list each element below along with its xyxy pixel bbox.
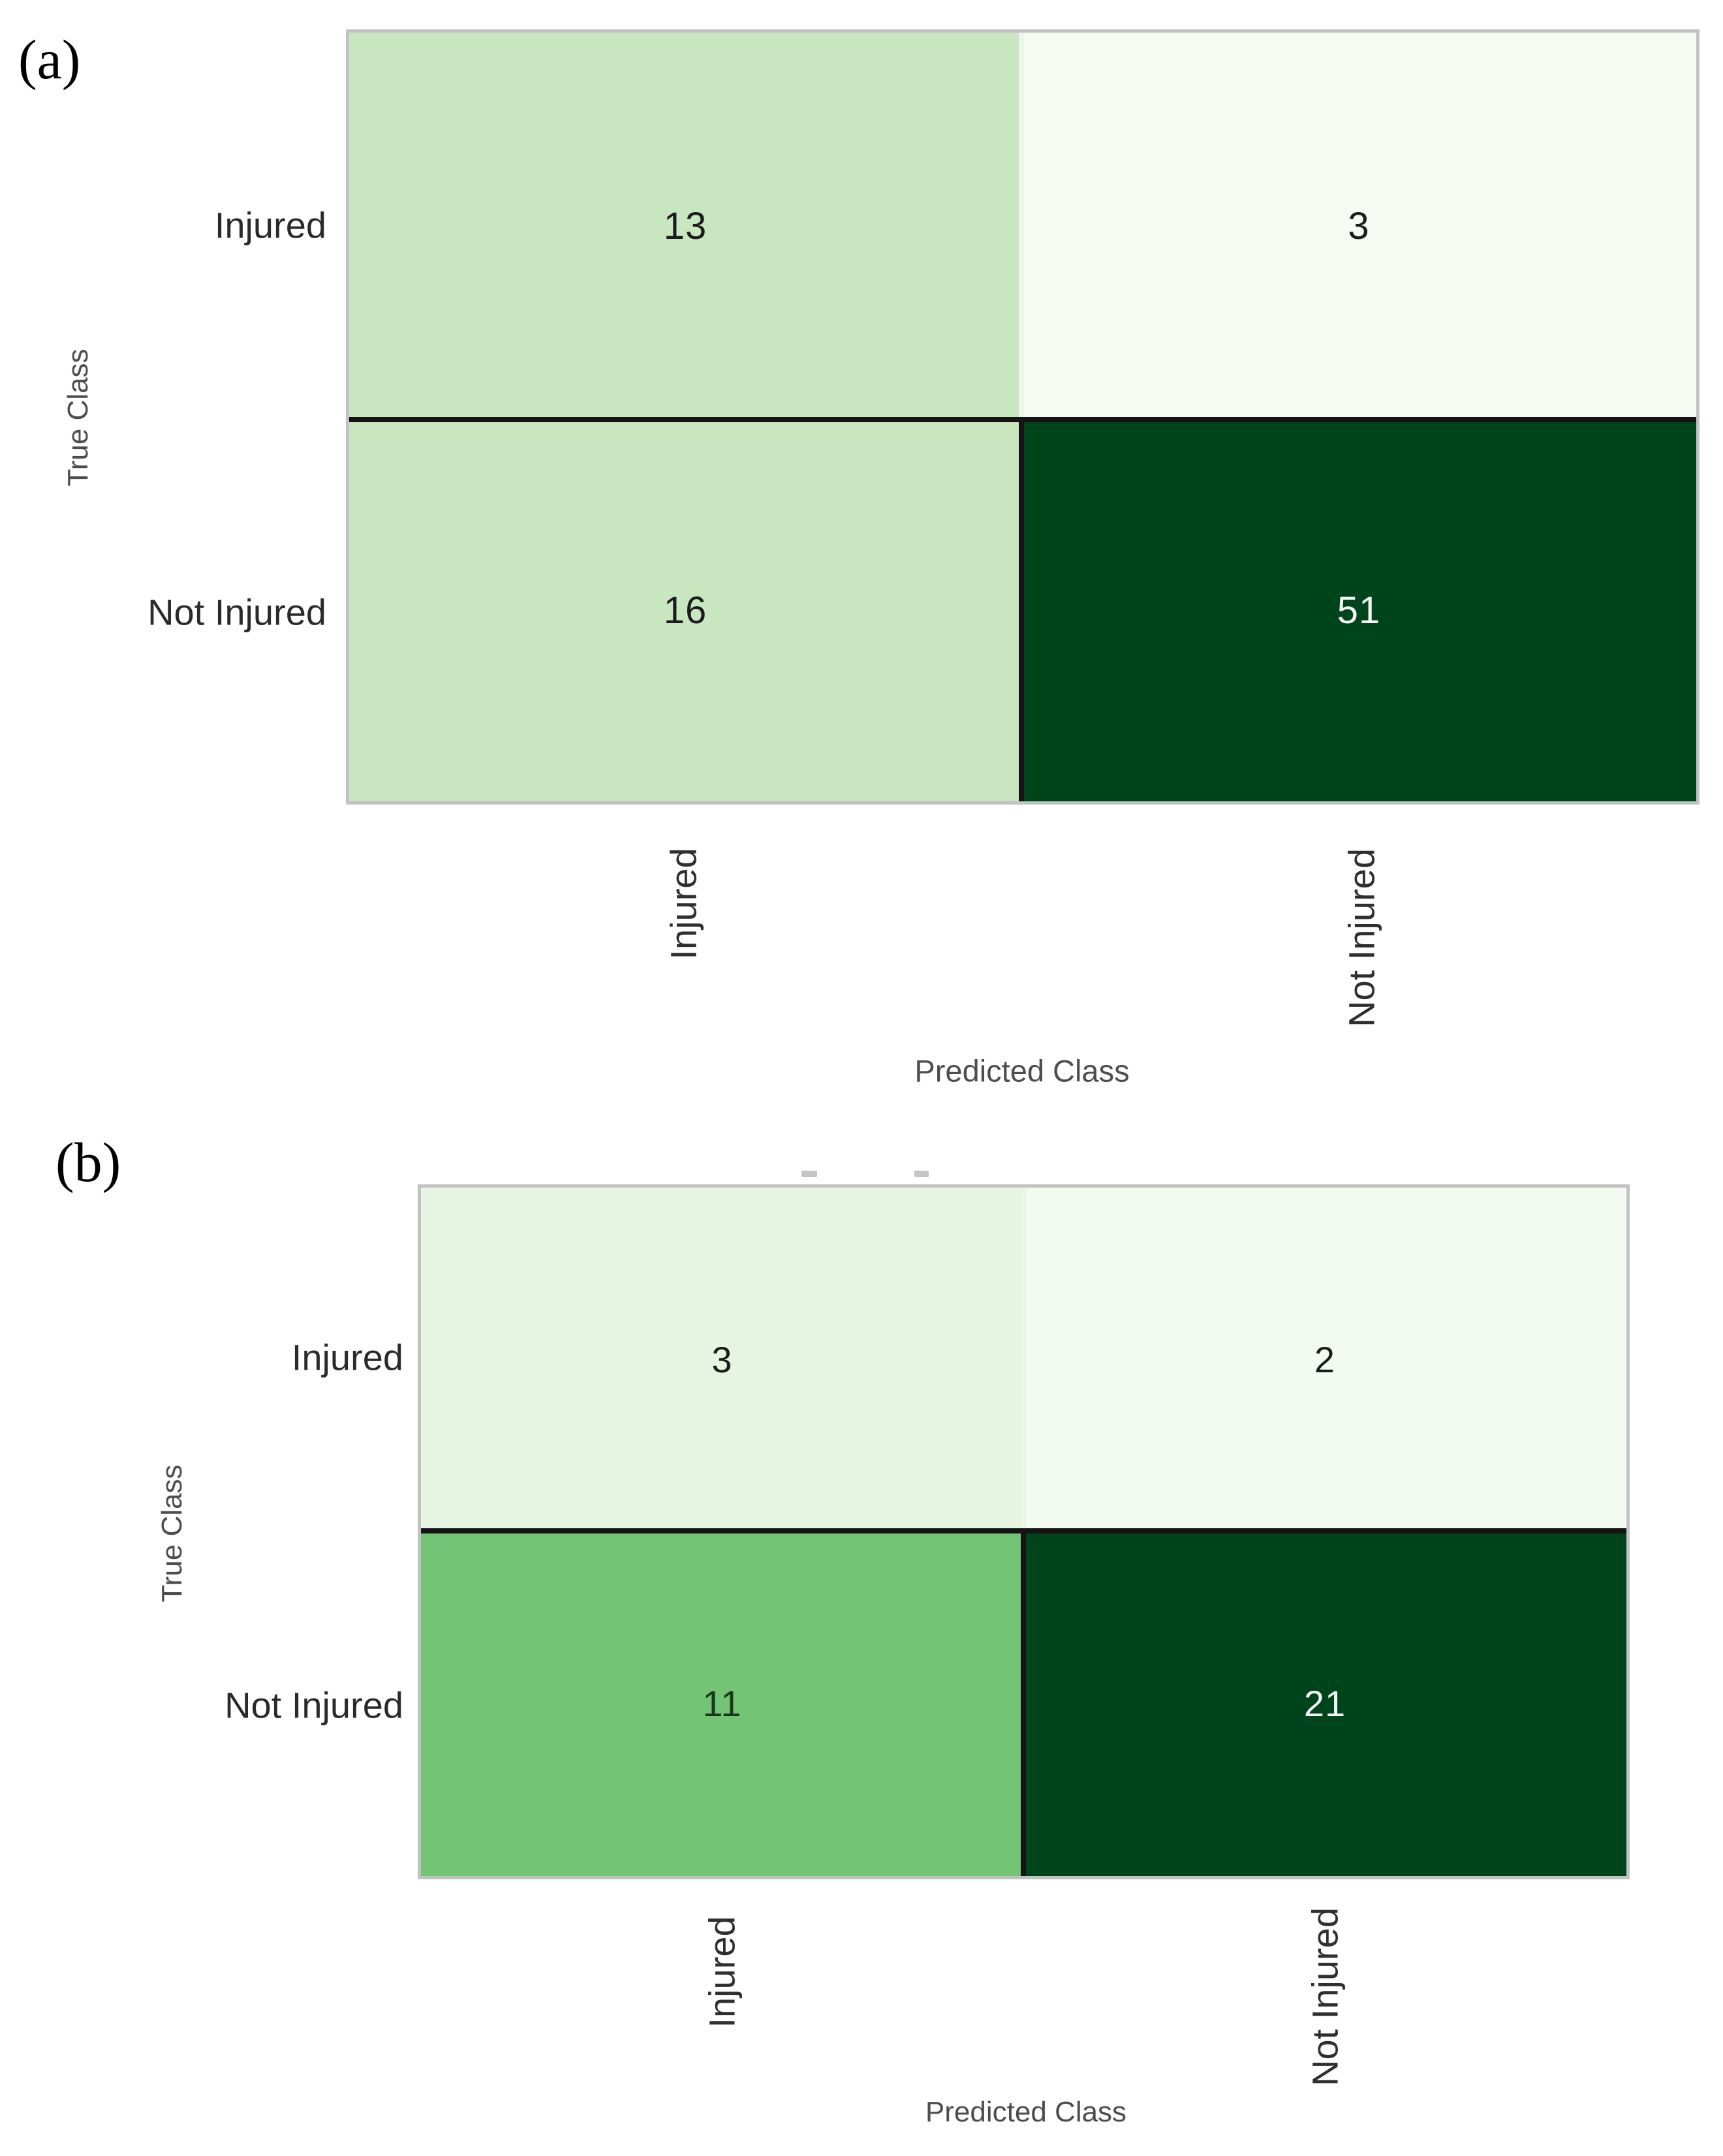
panel-a-horizontal-divider bbox=[349, 417, 1696, 422]
panel-a-vertical-divider-top bbox=[1019, 33, 1024, 417]
panel-b-value-bl: 11 bbox=[702, 1683, 742, 1724]
panel-b-row-label-not-injured: Not Injured bbox=[225, 1684, 403, 1726]
panel-b-horizontal-divider bbox=[421, 1528, 1626, 1533]
panel-a-col-label-injured: Injured bbox=[662, 848, 704, 960]
panel-b-matrix: 3 2 11 21 bbox=[418, 1184, 1630, 1879]
panel-a-col-label-not-injured: Not Injured bbox=[1341, 848, 1382, 1027]
panel-a-matrix: 13 3 16 51 bbox=[346, 29, 1700, 805]
panel-a-row-label-injured: Injured bbox=[214, 204, 326, 246]
panel-b-value-tl: 3 bbox=[711, 1338, 733, 1380]
artifact-dash-left bbox=[801, 1171, 817, 1177]
panel-b-row-label-injured: Injured bbox=[291, 1336, 403, 1378]
panel-b-value-tr: 2 bbox=[1314, 1338, 1336, 1380]
panel-a-x-axis-title: Predicted Class bbox=[914, 1053, 1130, 1088]
panel-a-tag: (a) bbox=[18, 28, 81, 91]
panel-b-cell-true-injured-pred-injured bbox=[421, 1188, 1023, 1531]
panel-a-cell-true-injured-pred-injured bbox=[349, 33, 1021, 420]
panel-b-value-br: 21 bbox=[1303, 1683, 1346, 1724]
panel-b-cell-true-notinjured-pred-injured bbox=[421, 1531, 1023, 1876]
panel-b-col-label-injured: Injured bbox=[701, 1916, 743, 2028]
panel-b-cell-true-notinjured-pred-notinjured bbox=[1023, 1531, 1626, 1876]
panel-a-value-bl: 16 bbox=[663, 589, 707, 632]
panel-a-y-axis-title: True Class bbox=[62, 348, 94, 487]
artifact-dash-right bbox=[914, 1171, 929, 1177]
panel-b-vertical-divider-top bbox=[1021, 1188, 1026, 1528]
panel-b-tag: (b) bbox=[55, 1131, 121, 1194]
panel-a-value-br: 51 bbox=[1337, 589, 1381, 632]
panel-b-cell-true-injured-pred-notinjured bbox=[1023, 1188, 1626, 1531]
panel-a-value-tr: 3 bbox=[1348, 205, 1370, 247]
panel-b-vertical-divider-bottom bbox=[1021, 1533, 1026, 1876]
panel-a-cell-true-notinjured-pred-notinjured bbox=[1021, 420, 1696, 801]
panel-a-cell-true-notinjured-pred-injured bbox=[349, 420, 1021, 801]
panel-a-value-tl: 13 bbox=[663, 205, 707, 247]
panel-b-y-axis-title: True Class bbox=[156, 1464, 188, 1603]
panel-b-x-axis-title: Predicted Class bbox=[925, 2096, 1127, 2128]
panel-b-col-label-not-injured: Not Injured bbox=[1304, 1907, 1346, 2086]
panel-a-cell-true-injured-pred-notinjured bbox=[1021, 33, 1696, 420]
panel-a-row-label-not-injured: Not Injured bbox=[147, 591, 326, 633]
panel-a-vertical-divider-bottom bbox=[1019, 422, 1024, 801]
